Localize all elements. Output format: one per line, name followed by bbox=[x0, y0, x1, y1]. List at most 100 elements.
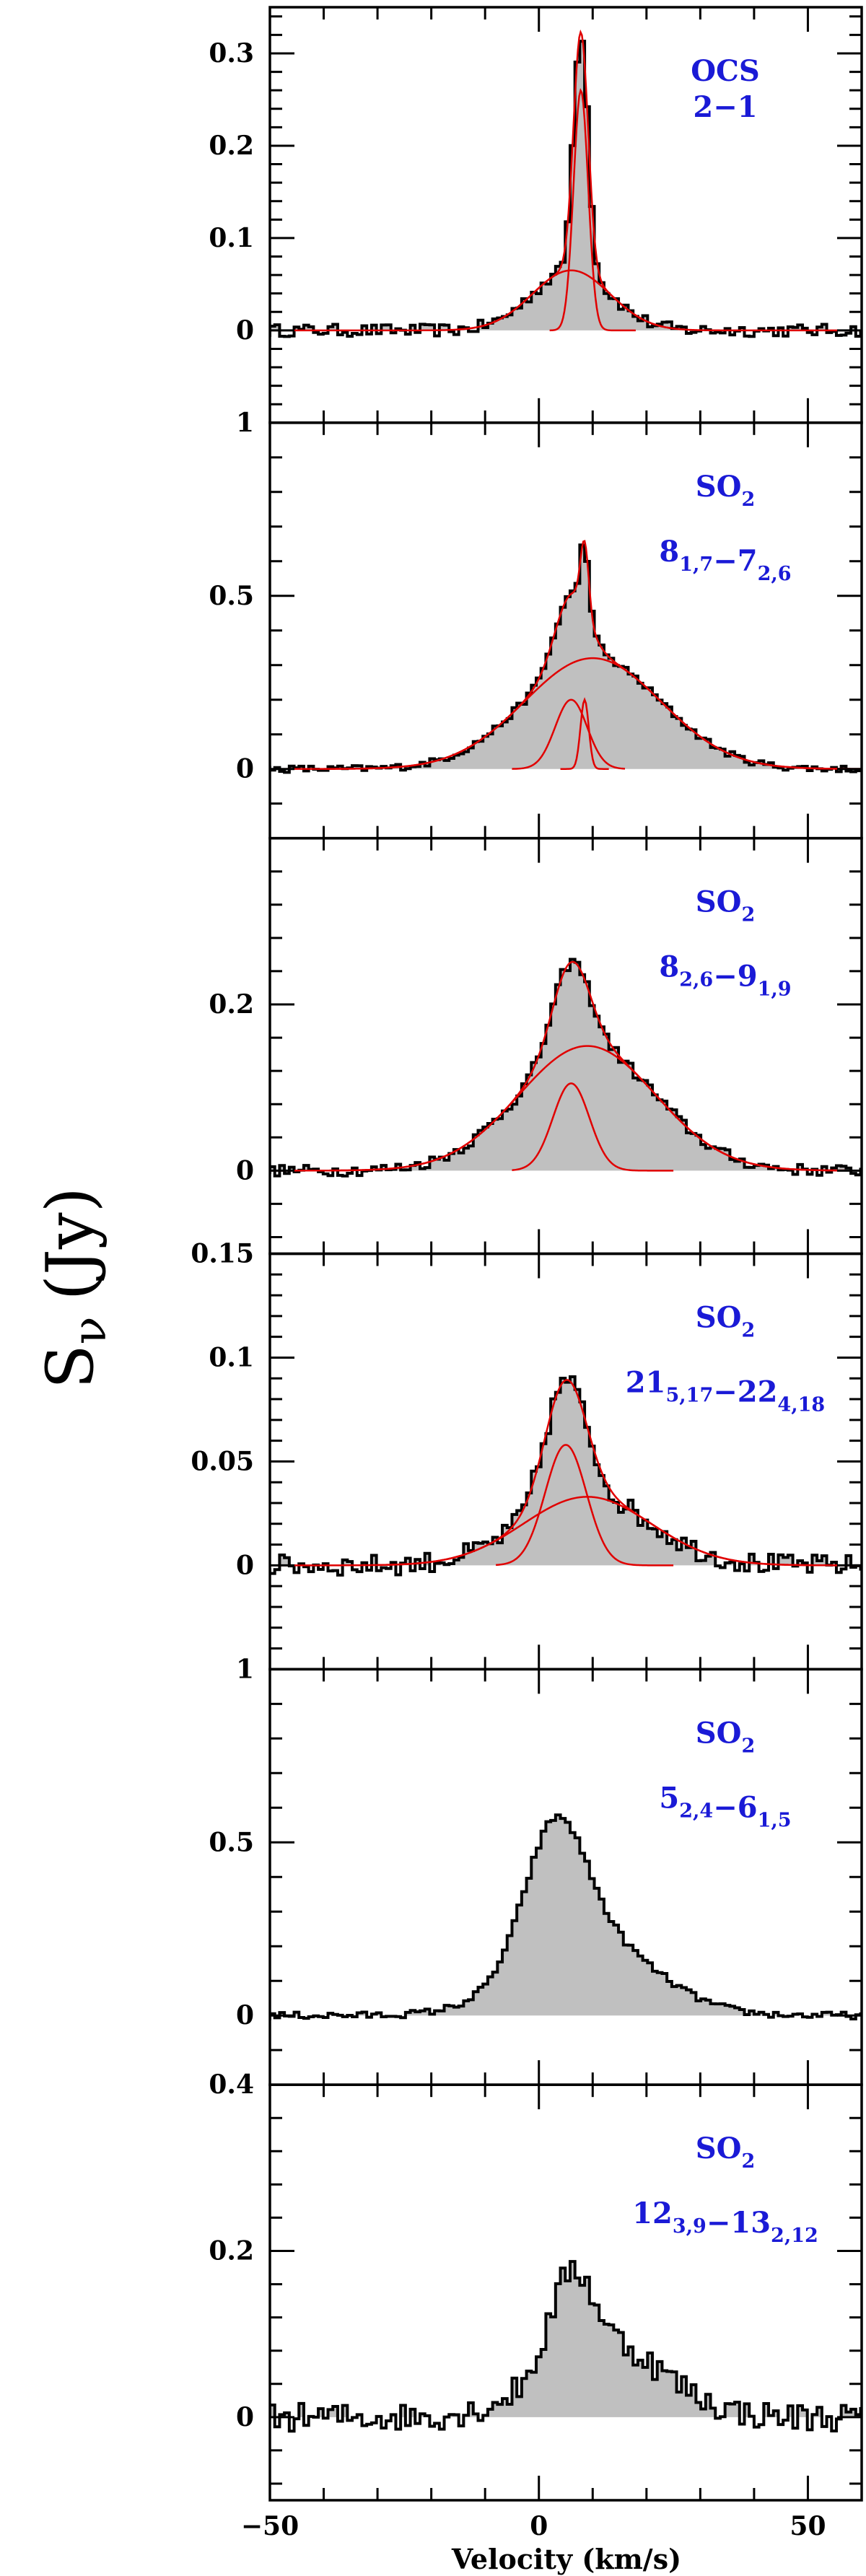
transition-label: 52,4−61,5 bbox=[659, 1781, 791, 1831]
gaussian-fit-total bbox=[270, 540, 862, 770]
molecule-subscript: 2 bbox=[741, 1320, 755, 1342]
y-tick-label: 0 bbox=[236, 315, 254, 346]
panel-frame bbox=[268, 6, 863, 424]
y-axis-label-text: Sν (Jy) bbox=[32, 1187, 117, 1389]
transition-level-subscript: 3,9 bbox=[673, 2215, 707, 2238]
transition-level-subscript: 2,4 bbox=[679, 1800, 713, 1822]
spectrum-panel-6: 0 0.2 0.4 SO2 123,9−132,12 bbox=[209, 2069, 863, 2502]
y-tick-label: 0 bbox=[236, 2402, 254, 2432]
transition-level-subscript: 1,9 bbox=[758, 978, 792, 1001]
transition-label: 2−1 bbox=[693, 90, 757, 124]
transition-level-subscript: 1,7 bbox=[679, 553, 713, 576]
molecule-name: SO bbox=[696, 885, 742, 919]
gaussian-fit-total bbox=[270, 29, 862, 332]
transition-level: −22 bbox=[713, 1375, 777, 1409]
molecule-subscript: 2 bbox=[741, 904, 755, 926]
transition-level: 12 bbox=[632, 2196, 673, 2230]
spectrum-fill bbox=[270, 959, 862, 1171]
y-tick-label: 1 bbox=[236, 1654, 254, 1684]
y-axis-symbol-sub: ν bbox=[64, 1316, 117, 1344]
panel-plot-area bbox=[270, 958, 862, 1178]
panel-plot-area bbox=[270, 29, 862, 338]
panel-plot-area bbox=[270, 540, 862, 774]
gaussian-fit-total bbox=[270, 1379, 862, 1567]
transition-level: −13 bbox=[707, 2206, 771, 2240]
transition-label: 82,6−91,9 bbox=[659, 950, 791, 1001]
molecule-label: OCS bbox=[691, 54, 760, 88]
transition-level: 5 bbox=[659, 1781, 679, 1815]
gaussian-component-2 bbox=[549, 87, 636, 332]
y-axis-unit: (Jy) bbox=[32, 1187, 108, 1300]
y-tick-label: 0.15 bbox=[191, 1239, 254, 1269]
spectrum-fill bbox=[270, 41, 862, 330]
panel-plot-area bbox=[270, 2260, 862, 2433]
gaussian-component-3 bbox=[560, 697, 609, 770]
y-tick-label: 0.2 bbox=[209, 2236, 254, 2266]
transition-level-subscript: 5,17 bbox=[665, 1385, 713, 1407]
y-tick-label: 0.1 bbox=[209, 223, 254, 253]
spectrum-panel-2: 0 0.5 1 SO2 81,7−72,6 bbox=[209, 408, 863, 840]
y-tick-label: 0 bbox=[236, 1550, 254, 1580]
x-axis-label: Velocity (km/s) bbox=[451, 2543, 681, 2575]
transition-level: 8 bbox=[659, 535, 679, 569]
y-tick-label: 0.5 bbox=[209, 581, 254, 611]
transition-level-subscript: 4,18 bbox=[777, 1394, 825, 1416]
spectrum-fill bbox=[270, 2261, 862, 2417]
molecule-name: OCS bbox=[691, 54, 760, 88]
panel-frame bbox=[268, 2083, 863, 2502]
molecule-name: SO bbox=[696, 470, 742, 504]
transition-level: 21 bbox=[626, 1366, 666, 1400]
y-tick-label: 0.4 bbox=[209, 2069, 254, 2100]
spectrum-line bbox=[270, 1375, 862, 1577]
spectrum-line bbox=[270, 1813, 862, 2020]
molecule-label: SO2 bbox=[696, 470, 756, 511]
y-tick-label: 0.2 bbox=[209, 131, 254, 161]
spectrum-fill bbox=[270, 1815, 862, 2016]
transition-level: −9 bbox=[713, 960, 757, 994]
panel-plot-area bbox=[270, 1813, 862, 2020]
panel-plot-area bbox=[270, 1375, 862, 1577]
molecule-subscript: 2 bbox=[741, 489, 755, 511]
transition-level-subscript: 2,6 bbox=[679, 969, 713, 991]
y-tick-label: 0.2 bbox=[209, 989, 254, 1020]
transition-level-subscript: 2,6 bbox=[758, 563, 792, 585]
y-tick-label: 0 bbox=[236, 1155, 254, 1186]
molecule-name: SO bbox=[696, 2132, 742, 2165]
y-tick-label: 1 bbox=[236, 408, 254, 438]
spectrum-line bbox=[270, 2260, 862, 2433]
transition-level: 8 bbox=[659, 950, 679, 984]
spectrum-panel-4: 0 0.05 0.1 0.15 SO2 215,17−224,18 bbox=[191, 1239, 863, 1671]
spectrum-fill bbox=[270, 545, 862, 769]
x-tick-label: 50 bbox=[790, 2511, 826, 2541]
transition-level-subscript: 1,5 bbox=[758, 1809, 792, 1831]
transition-level: −7 bbox=[713, 544, 757, 578]
molecule-name: SO bbox=[696, 1716, 742, 1750]
y-tick-label: 0 bbox=[236, 754, 254, 784]
transition-label: 215,17−224,18 bbox=[626, 1366, 825, 1416]
spectrum-fill bbox=[270, 1377, 862, 1566]
x-tick-label: −50 bbox=[241, 2511, 299, 2541]
y-axis-symbol: S bbox=[32, 1344, 108, 1389]
molecule-name: SO bbox=[696, 1301, 742, 1335]
spectrum-panel-5: 0 0.5 1 SO2 52,4−61,5 bbox=[209, 1654, 863, 2086]
molecule-label: SO2 bbox=[696, 2132, 756, 2173]
gaussian-component-2 bbox=[496, 1444, 674, 1567]
y-tick-label: 0 bbox=[236, 2000, 254, 2030]
transition-level-subscript: 2,12 bbox=[771, 2225, 818, 2247]
transition-label: 81,7−72,6 bbox=[659, 535, 791, 585]
transition-label: 123,9−132,12 bbox=[632, 2196, 818, 2247]
spectra-panels: 00.10.20.3OCS2−100.51SO281,7−72,600.2SO2… bbox=[191, 6, 863, 2541]
spectrum-panel-3: 0 0.2 SO2 82,6−91,9 bbox=[209, 836, 863, 1256]
molecule-subscript: 2 bbox=[741, 2150, 755, 2173]
y-tick-label: 0.3 bbox=[209, 38, 254, 69]
y-axis-label: Sν (Jy) bbox=[32, 1187, 117, 1389]
molecule-subscript: 2 bbox=[741, 1735, 755, 1757]
gaussian-component-2 bbox=[512, 1082, 674, 1172]
y-tick-label: 0.5 bbox=[209, 1827, 254, 1857]
y-tick-label: 0.1 bbox=[209, 1342, 254, 1372]
gaussian-fit-total bbox=[270, 960, 862, 1172]
transition-level: −6 bbox=[713, 1790, 757, 1824]
y-tick-label: 0.05 bbox=[191, 1446, 254, 1476]
